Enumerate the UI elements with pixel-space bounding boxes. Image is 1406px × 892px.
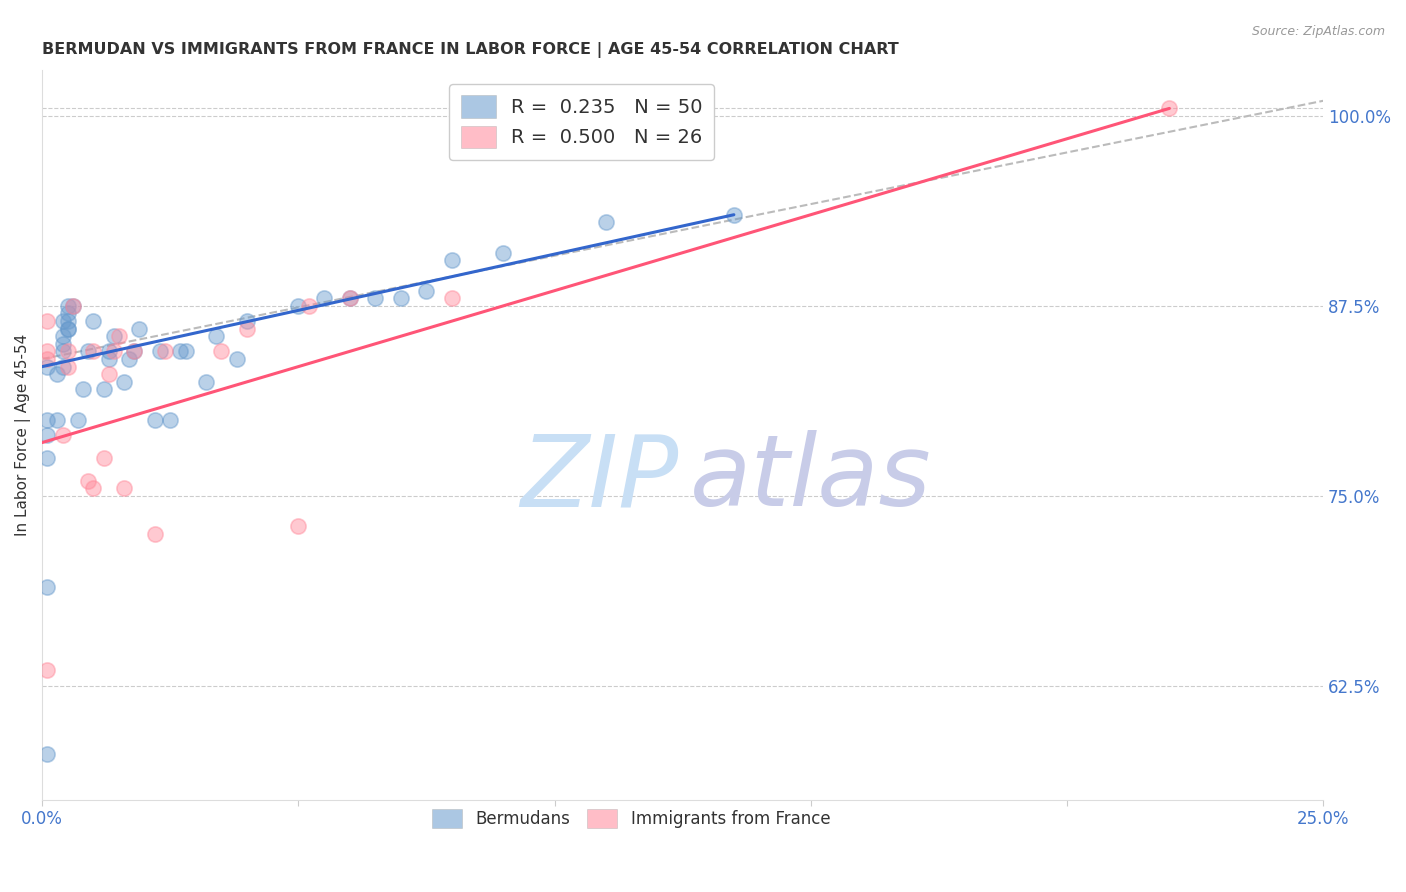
- Point: [37, 314, 59, 328]
- Point: [124, 344, 146, 359]
- Point: [441, 291, 464, 305]
- Point: [46, 368, 69, 382]
- Point: [62, 299, 84, 313]
- Point: [389, 291, 412, 305]
- Point: [225, 351, 247, 366]
- Point: [169, 344, 191, 359]
- Point: [364, 291, 387, 305]
- Point: [56, 344, 79, 359]
- Point: [46, 413, 69, 427]
- Point: [37, 450, 59, 465]
- Point: [287, 299, 309, 313]
- Point: [56, 321, 79, 335]
- Point: [211, 344, 233, 359]
- Point: [236, 314, 259, 328]
- Point: [66, 413, 89, 427]
- Text: BERMUDAN VS IMMIGRANTS FROM FRANCE IN LABOR FORCE | AGE 45-54 CORRELATION CHART: BERMUDAN VS IMMIGRANTS FROM FRANCE IN LA…: [42, 42, 898, 58]
- Point: [52, 329, 75, 343]
- Point: [52, 428, 75, 442]
- Point: [52, 359, 75, 374]
- Point: [723, 208, 745, 222]
- Point: [82, 314, 104, 328]
- Point: [72, 383, 94, 397]
- Point: [108, 329, 131, 343]
- Point: [37, 580, 59, 594]
- Point: [97, 351, 120, 366]
- Text: Source: ZipAtlas.com: Source: ZipAtlas.com: [1251, 25, 1385, 38]
- Point: [56, 321, 79, 335]
- Point: [143, 526, 166, 541]
- Point: [339, 291, 361, 305]
- Point: [56, 359, 79, 374]
- Point: [93, 383, 115, 397]
- Y-axis label: In Labor Force | Age 45-54: In Labor Force | Age 45-54: [15, 334, 31, 536]
- Point: [97, 368, 120, 382]
- Point: [312, 291, 335, 305]
- Point: [297, 299, 319, 313]
- Point: [37, 344, 59, 359]
- Point: [149, 344, 172, 359]
- Point: [159, 413, 181, 427]
- Point: [236, 321, 259, 335]
- Point: [37, 664, 59, 678]
- Point: [595, 215, 617, 229]
- Point: [103, 344, 125, 359]
- Point: [415, 284, 437, 298]
- Point: [174, 344, 197, 359]
- Point: [339, 291, 361, 305]
- Point: [56, 306, 79, 320]
- Point: [56, 299, 79, 313]
- Point: [52, 336, 75, 351]
- Text: atlas: atlas: [690, 430, 932, 527]
- Point: [82, 481, 104, 495]
- Point: [103, 329, 125, 343]
- Point: [82, 344, 104, 359]
- Point: [56, 314, 79, 328]
- Point: [441, 253, 464, 268]
- Point: [37, 351, 59, 366]
- Point: [37, 413, 59, 427]
- Point: [143, 413, 166, 427]
- Point: [492, 245, 515, 260]
- Point: [287, 519, 309, 533]
- Point: [93, 450, 115, 465]
- Point: [205, 329, 228, 343]
- Point: [195, 375, 218, 389]
- Point: [37, 359, 59, 374]
- Point: [77, 474, 100, 488]
- Point: [128, 321, 150, 335]
- Point: [62, 299, 84, 313]
- Point: [124, 344, 146, 359]
- Point: [52, 314, 75, 328]
- Point: [112, 481, 135, 495]
- Legend: Bermudans, Immigrants from France: Bermudans, Immigrants from France: [426, 802, 837, 835]
- Point: [52, 344, 75, 359]
- Point: [37, 747, 59, 761]
- Point: [97, 344, 120, 359]
- Text: ZIP: ZIP: [520, 430, 679, 527]
- Point: [112, 375, 135, 389]
- Point: [37, 428, 59, 442]
- Point: [118, 351, 141, 366]
- Point: [153, 344, 176, 359]
- Point: [77, 344, 100, 359]
- Point: [1159, 102, 1181, 116]
